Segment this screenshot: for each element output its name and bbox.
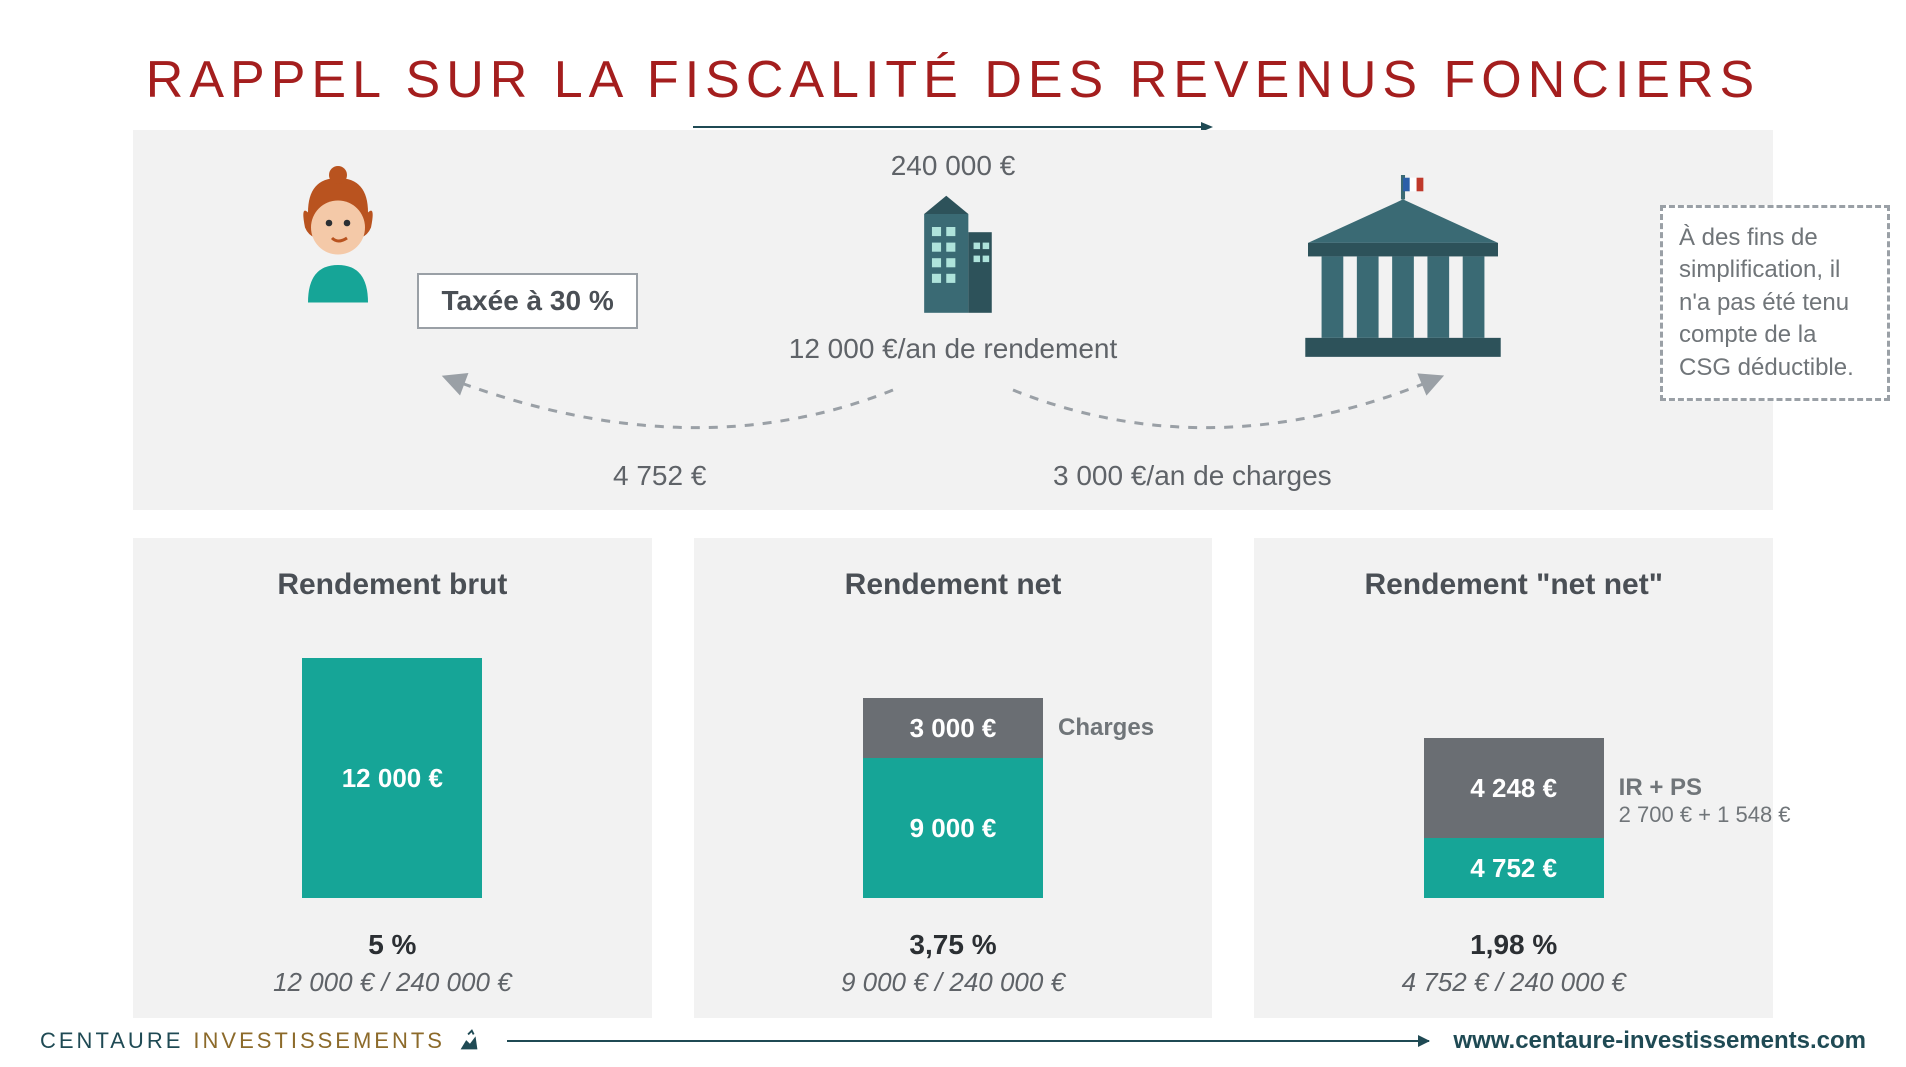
bar-segment: 4 248 € <box>1424 738 1604 838</box>
segment-side-label: IR + PS <box>1619 774 1702 802</box>
scenario-panel: Taxée à 30 % 240 000 € 12 000 €/an de re… <box>133 130 1773 510</box>
yield-percent: 3,75 % <box>694 929 1213 961</box>
footer-url: www.centaure-investissements.com <box>1453 1027 1866 1055</box>
yield-formula: 12 000 € / 240 000 € <box>133 967 652 998</box>
government-block <box>1293 175 1513 370</box>
yield-percent: 5 % <box>133 929 652 961</box>
card-title: Rendement net <box>718 568 1189 602</box>
bar-stack: 4 248 €IR + PS2 700 € + 1 548 €4 752 € <box>1424 738 1604 898</box>
building-icon <box>898 188 1008 318</box>
yield-card: Rendement "net net" 4 248 €IR + PS2 700 €… <box>1254 538 1773 1018</box>
bar-segment: 3 000 € <box>863 698 1043 758</box>
investor-block: Taxée à 30 % <box>263 160 638 329</box>
bar-segment: 12 000 € <box>302 658 482 898</box>
yield-formula: 4 752 € / 240 000 € <box>1254 967 1773 998</box>
yield-label: 12 000 €/an de rendement <box>789 333 1117 365</box>
brand-word-2: INVESTISSEMENTS <box>193 1028 445 1054</box>
bar-segment: 9 000 € <box>863 758 1043 898</box>
flow-to-investor: 4 752 € <box>613 460 706 492</box>
yield-formula: 9 000 € / 240 000 € <box>694 967 1213 998</box>
segment-side-label: Charges <box>1058 714 1154 742</box>
person-icon <box>263 160 413 310</box>
property-value: 240 000 € <box>789 150 1117 182</box>
card-footer: 1,98 % 4 752 € / 240 000 € <box>1254 929 1773 998</box>
yield-card: Rendement net3 000 €Charges9 000 €3,75 %… <box>694 538 1213 1018</box>
yield-percent: 1,98 % <box>1254 929 1773 961</box>
top-arrow <box>693 120 1213 122</box>
centaur-icon <box>455 1027 483 1055</box>
brand-logo: CENTAURE INVESTISSEMENTS <box>40 1027 483 1055</box>
segment-side-sublabel: 2 700 € + 1 548 € <box>1619 802 1791 828</box>
flow-charges: 3 000 €/an de charges <box>1053 460 1332 492</box>
yield-cards-row: Rendement brut 12 000 € 5 % 12 000 € / 240 … <box>133 538 1773 1018</box>
card-title: Rendement brut <box>157 568 628 602</box>
page-title: RAPPEL SUR LA FISCALITÉ DES REVENUS FONC… <box>0 0 1906 120</box>
bar-stack: 12 000 € <box>302 658 482 898</box>
footer-divider <box>507 1040 1429 1042</box>
property-block: 240 000 € 12 000 €/an de rendement <box>789 150 1117 365</box>
yield-card: Rendement brut 12 000 € 5 % 12 000 € / 240 … <box>133 538 652 1018</box>
simplification-note: À des fins de simplification, il n'a pas… <box>1660 205 1890 401</box>
bar-segment: 4 752 € <box>1424 838 1604 898</box>
page-footer: CENTAURE INVESTISSEMENTS www.centaure-in… <box>0 1027 1906 1055</box>
government-icon <box>1293 175 1513 365</box>
card-footer: 3,75 % 9 000 € / 240 000 € <box>694 929 1213 998</box>
tax-rate-box: Taxée à 30 % <box>417 273 637 329</box>
bar-stack: 3 000 €Charges9 000 € <box>863 698 1043 898</box>
card-title: Rendement "net net" <box>1278 568 1749 602</box>
brand-word-1: CENTAURE <box>40 1028 183 1054</box>
card-footer: 5 % 12 000 € / 240 000 € <box>133 929 652 998</box>
